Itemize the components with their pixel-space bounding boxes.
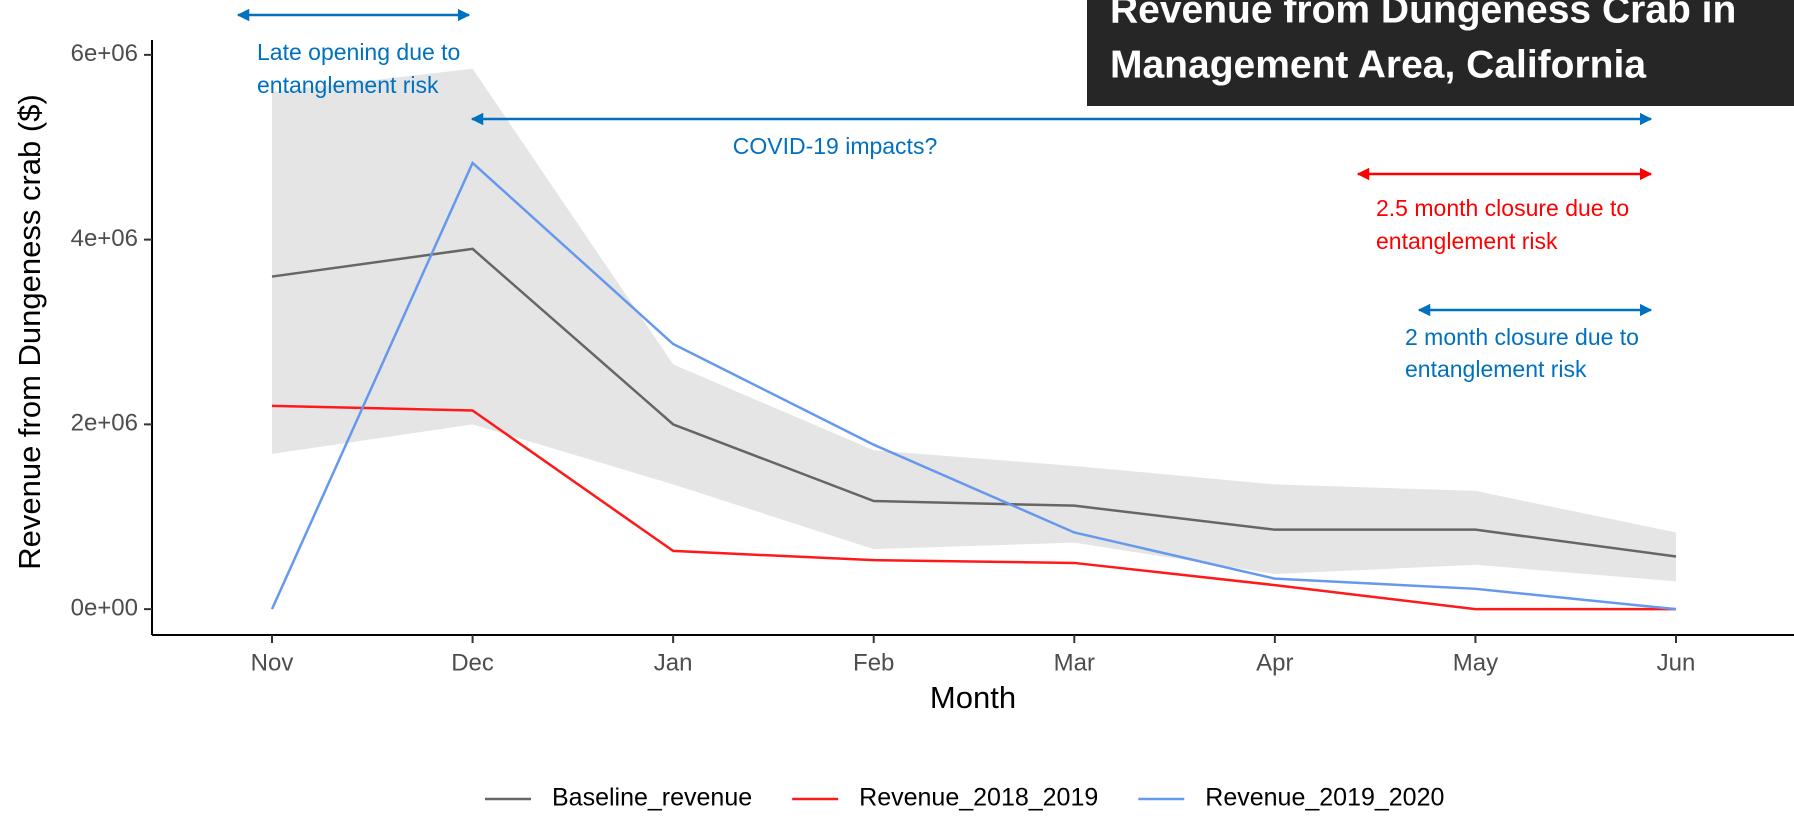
- y-tick-label: 6e+06: [71, 40, 138, 67]
- x-tick-label: Nov: [251, 649, 294, 676]
- annotation: 2.5 month closure due to: [1376, 195, 1629, 221]
- x-tick-label: Jun: [1657, 649, 1696, 676]
- series-line: [270, 160, 1677, 611]
- x-tick-label: Jan: [654, 649, 693, 676]
- x-tick-label: Dec: [451, 649, 494, 676]
- legend-label: Baseline_revenue: [552, 784, 752, 812]
- title-box: [1087, 0, 1794, 106]
- x-tick-label: Apr: [1256, 649, 1293, 676]
- y-tick-label: 0e+00: [71, 594, 138, 621]
- y-tick-label: 2e+06: [71, 410, 138, 437]
- confidence-band: [272, 68, 1676, 582]
- chart-title: Management Area, California: [1110, 43, 1646, 86]
- legend-label: Revenue_2019_2020: [1205, 784, 1444, 812]
- annotation: entanglement risk: [257, 72, 439, 98]
- legend-label: Revenue_2018_2019: [859, 784, 1098, 812]
- annotation: COVID-19 impacts?: [733, 133, 938, 159]
- x-tick-label: Mar: [1054, 649, 1095, 676]
- chart-title: Revenue from Dungeness Crab in: [1110, 0, 1736, 31]
- y-axis-title: Revenue from Dungeness crab ($): [12, 94, 47, 570]
- series-line: [271, 247, 1677, 558]
- annotation: entanglement risk: [1376, 228, 1558, 254]
- annotation: Late opening due to: [257, 39, 460, 65]
- plot-area: [270, 68, 1677, 611]
- y-tick-label: 4e+06: [71, 225, 138, 252]
- x-tick-label: Feb: [853, 649, 894, 676]
- x-tick-label: May: [1453, 649, 1498, 676]
- annotation: 2 month closure due to: [1405, 324, 1639, 350]
- x-axis-title: Month: [930, 680, 1016, 715]
- series-line: [271, 404, 1676, 611]
- annotation: entanglement risk: [1405, 356, 1587, 382]
